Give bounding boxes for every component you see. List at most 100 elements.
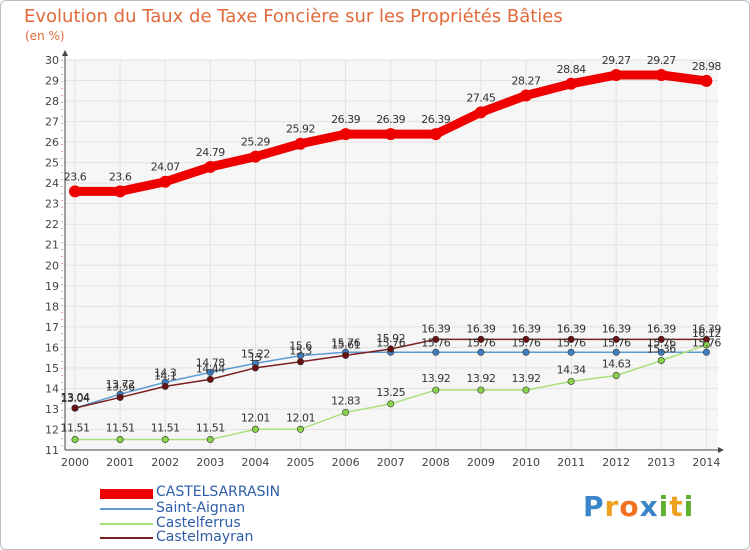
y-tick-label: 16	[45, 341, 59, 354]
data-point-castelferrus	[71, 436, 79, 444]
data-label-saint-aignan: 15.76	[331, 336, 360, 349]
data-label-saint-aignan: 15.76	[466, 336, 495, 349]
y-tick-label: 27	[45, 116, 59, 129]
data-point-castelsarrasin	[565, 77, 578, 90]
data-label-castelsarrasin: 29.27	[602, 54, 631, 67]
y-tick-label: 15	[45, 362, 59, 375]
data-label-castelmayran: 16.39	[557, 322, 586, 335]
y-tick-label: 11	[45, 444, 59, 457]
data-label-castelferrus: 12.83	[331, 394, 360, 407]
data-point-castelferrus	[387, 400, 395, 408]
data-label-castelferrus: 13.92	[466, 372, 495, 385]
data-point-castelmayran	[251, 364, 259, 372]
y-tick-label: 30	[45, 54, 59, 67]
data-label-castelferrus: 16.12	[692, 327, 721, 340]
y-tick-label: 28	[45, 95, 59, 108]
data-point-castelferrus	[161, 436, 169, 444]
data-label-castelferrus: 12.01	[241, 411, 270, 424]
data-label-castelsarrasin: 26.39	[331, 113, 360, 126]
legend-swatch-castelmayran	[100, 537, 153, 539]
data-point-castelferrus	[477, 386, 485, 394]
data-label-castelmayran: 15.61	[331, 338, 360, 351]
data-label-castelmayran: 13.56	[106, 380, 135, 393]
data-point-castelsarrasin	[700, 74, 713, 87]
data-point-castelferrus	[251, 425, 259, 433]
x-tick-label: 2005	[287, 456, 315, 469]
x-tick-label: 2003	[196, 456, 224, 469]
chart-title: Evolution du Taux de Taxe Foncière sur l…	[24, 6, 563, 27]
legend-label-castelferrus: Castelferrus	[156, 515, 241, 531]
data-label-saint-aignan: 15.76	[647, 336, 676, 349]
data-label-castelmayran: 14.44	[196, 362, 225, 375]
data-point-castelferrus	[206, 436, 214, 444]
y-tick-label: 17	[45, 321, 59, 334]
data-point-castelsarrasin	[249, 150, 262, 163]
data-label-castelferrus: 11.51	[151, 422, 180, 435]
data-label-castelmayran: 16.39	[692, 322, 721, 335]
data-label-castelsarrasin: 26.39	[421, 113, 450, 126]
data-point-castelsarrasin	[159, 175, 172, 188]
y-tick-label: 13	[45, 403, 59, 416]
data-label-saint-aignan: 13.04	[61, 392, 90, 405]
data-label-castelferrus: 13.92	[421, 372, 450, 385]
data-point-castelmayran	[206, 375, 214, 383]
data-point-castelsarrasin	[429, 128, 442, 141]
x-tick-label: 2000	[61, 456, 89, 469]
data-point-saint-aignan	[567, 348, 575, 356]
data-point-castelferrus	[702, 341, 710, 349]
x-tick-label: 2002	[151, 456, 179, 469]
data-label-castelferrus: 11.51	[61, 422, 90, 435]
data-label-castelsarrasin: 23.6	[109, 170, 132, 183]
y-tick-label: 21	[45, 239, 59, 252]
data-label-castelsarrasin: 23.6	[64, 170, 87, 183]
data-label-castelferrus: 14.34	[557, 363, 586, 376]
data-label-castelsarrasin: 28.98	[692, 60, 721, 73]
data-label-castelmayran: 14.1	[154, 369, 177, 382]
y-tick-label: 19	[45, 280, 59, 293]
logo-letter: t	[669, 490, 684, 523]
x-tick-label: 2007	[377, 456, 405, 469]
data-label-castelsarrasin: 27.45	[466, 91, 495, 104]
logo-letter: r	[604, 490, 620, 523]
data-label-castelsarrasin: 26.39	[376, 113, 405, 126]
legend-swatch-castelferrus	[100, 523, 153, 525]
y-tick-label: 14	[45, 382, 59, 395]
data-label-castelferrus: 15.36	[647, 343, 676, 356]
data-label-castelferrus: 11.51	[106, 422, 135, 435]
data-label-saint-aignan: 15.6	[289, 340, 312, 353]
legend-label-saint-aignan: Saint-Aignan	[156, 500, 246, 516]
data-label-castelsarrasin: 24.07	[151, 161, 180, 174]
data-label-castelsarrasin: 29.27	[647, 54, 676, 67]
data-point-castelferrus	[612, 371, 620, 379]
y-tick-label: 26	[45, 136, 59, 149]
data-point-castelsarrasin	[520, 89, 532, 102]
logo-letter: P	[583, 490, 605, 523]
data-label-castelferrus: 12.01	[286, 411, 315, 424]
y-tick-label: 12	[45, 423, 59, 436]
data-label-castelmayran: 15.3	[289, 345, 312, 358]
y-tick-label: 24	[45, 177, 59, 190]
data-label-saint-aignan: 15.76	[692, 336, 721, 349]
data-label-castelsarrasin: 28.27	[512, 75, 541, 88]
x-tick-label: 2001	[106, 456, 134, 469]
data-point-castelmayran	[567, 335, 575, 343]
data-point-castelsarrasin	[114, 185, 127, 198]
data-label-castelsarrasin: 25.29	[241, 136, 270, 149]
data-point-castelmayran	[477, 335, 485, 343]
x-tick-label: 2010	[512, 456, 540, 469]
data-point-castelmayran	[71, 404, 79, 412]
data-point-castelmayran	[657, 335, 665, 343]
data-point-saint-aignan	[702, 348, 710, 356]
data-label-castelferrus: 13.25	[376, 386, 405, 399]
data-label-saint-aignan: 15.76	[376, 336, 405, 349]
data-label-castelmayran: 16.39	[647, 322, 676, 335]
data-point-castelferrus	[296, 425, 304, 433]
x-tick-label: 2014	[692, 456, 720, 469]
data-label-castelmayran: 15.92	[376, 332, 405, 345]
data-point-saint-aignan	[612, 348, 620, 356]
data-label-castelferrus: 13.92	[512, 372, 541, 385]
data-point-castelsarrasin	[655, 68, 668, 81]
data-label-saint-aignan: 14.78	[196, 356, 225, 369]
data-label-castelferrus: 11.51	[196, 422, 225, 435]
legend-label-castelmayran: Castelmayran	[156, 529, 254, 545]
